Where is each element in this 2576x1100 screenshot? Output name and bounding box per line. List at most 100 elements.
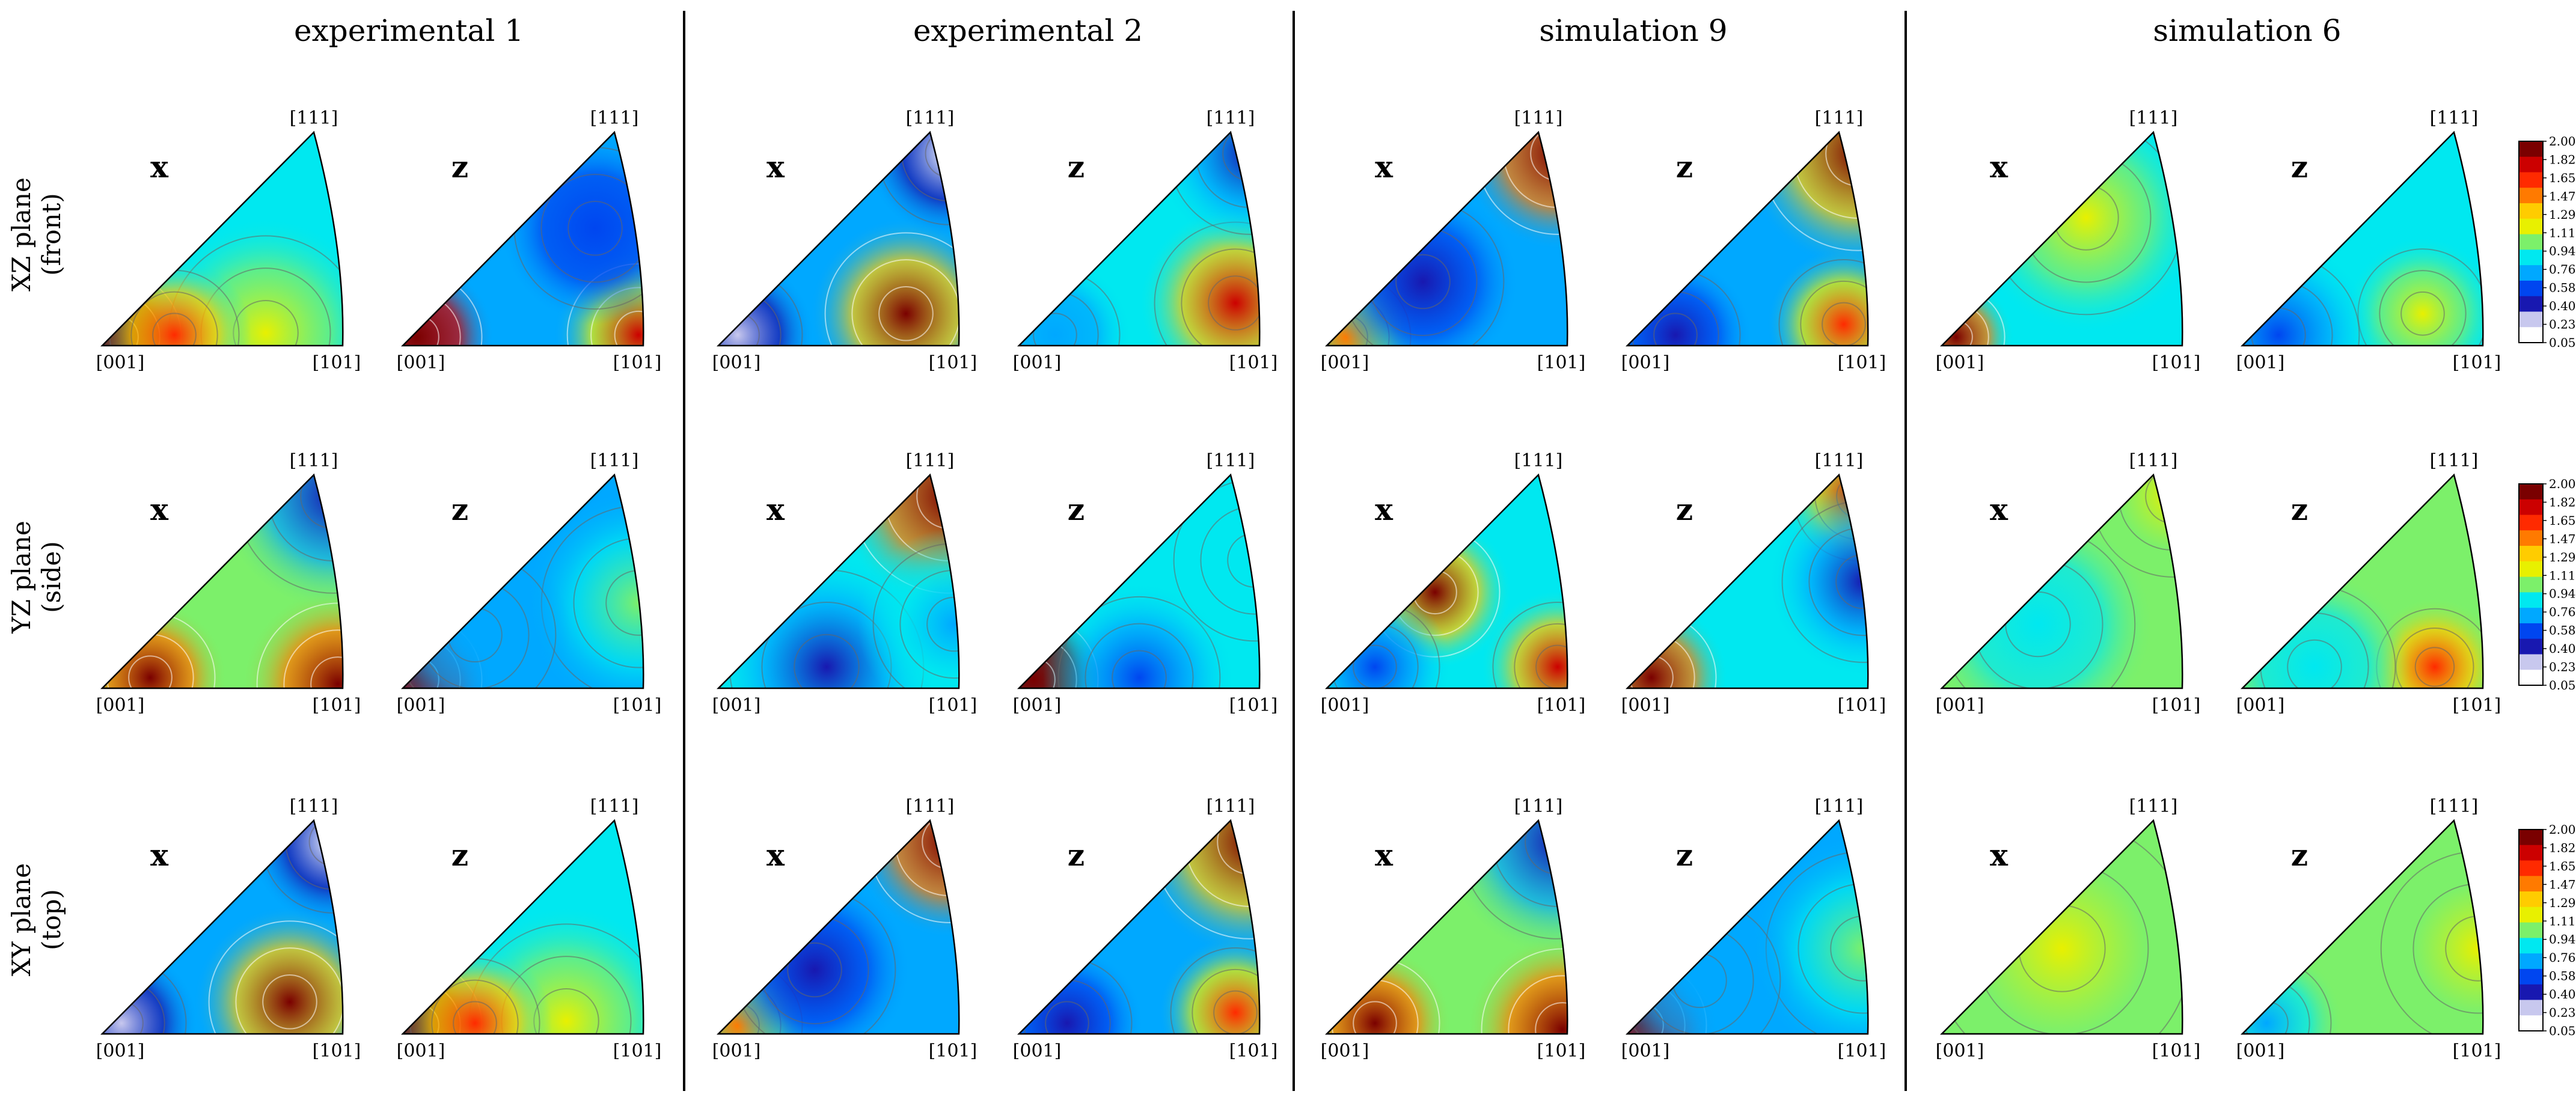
intensity-region xyxy=(1158,935,1260,1034)
corner-label-001: [001] xyxy=(1936,352,1984,373)
colorbar-swatch xyxy=(2519,1015,2543,1031)
colorbar-swatch xyxy=(2519,265,2543,281)
intensity-region xyxy=(1019,258,1132,346)
row-label-xz-plane: XZ plane xyxy=(7,177,36,292)
contour-line xyxy=(878,286,934,341)
corner-label-101: [101] xyxy=(613,1040,662,1062)
intensity-region xyxy=(1627,258,1752,346)
intensity-region xyxy=(102,946,198,1034)
colorbar-tick-label: 0.58 xyxy=(2549,623,2576,638)
pole-figure-panel: [111] [001] [101] x xyxy=(712,796,977,1062)
pole-figure-panel: [111] [001] [101] z xyxy=(1621,108,1886,373)
corner-label-001: [001] xyxy=(1013,695,1062,716)
corner-label-101: [101] xyxy=(313,1040,361,1062)
pole-figure-panel: [111] [001] [101] z xyxy=(1621,796,1886,1062)
colorbar-frame xyxy=(2518,829,2544,1031)
colorbar-swatch xyxy=(2519,280,2543,297)
colorbar-swatch xyxy=(2519,484,2543,500)
colorbar-swatch xyxy=(2519,984,2543,1001)
pole-figure-panel: [111] [001] [101] x xyxy=(1321,796,1586,1062)
contour-line xyxy=(851,259,959,346)
corner-label-101: [101] xyxy=(313,695,361,716)
corner-label-101: [101] xyxy=(1537,1040,1586,1062)
pole-figure-panel: [111] [001] [101] x xyxy=(96,450,361,716)
colorbar-swatch xyxy=(2519,530,2543,547)
intensity-region xyxy=(1139,207,1260,346)
contour-line xyxy=(1778,258,1868,346)
contour-line xyxy=(1514,623,1568,688)
corner-label-111: [111] xyxy=(2129,108,2178,129)
panel-axis-label: x xyxy=(1375,837,1394,873)
colorbar: 2.00 1.82 1.65 1.47 1.29 1.11 0.94 0.76 0.58 0.40… xyxy=(2518,134,2576,350)
colorbar-swatch xyxy=(2519,906,2543,923)
colorbar-tick-label: 1.47 xyxy=(2549,531,2576,546)
colorbar-swatch xyxy=(2519,156,2543,173)
panel-axis-label: x xyxy=(766,837,785,873)
corner-label-111: [111] xyxy=(1514,108,1563,129)
panel-axis-label: x xyxy=(766,149,785,185)
corner-label-001: [001] xyxy=(397,352,445,373)
colorbar-tick-label: 1.11 xyxy=(2549,225,2576,240)
corner-label-001: [001] xyxy=(2236,1040,2285,1062)
contour-line xyxy=(130,291,218,346)
colorbar-tick-label: 1.82 xyxy=(2549,495,2576,509)
pole-figure-panel: [111] [001] [101] x xyxy=(712,450,977,716)
colorbar-swatch xyxy=(2519,296,2543,313)
colorbar-swatch xyxy=(2519,311,2543,328)
colorbar-tick-label: 0.76 xyxy=(2549,605,2576,619)
contour-line xyxy=(1822,302,1866,346)
corner-label-111: [111] xyxy=(1815,450,1864,471)
colorbar-swatch xyxy=(2519,1000,2543,1016)
colorbar-swatch xyxy=(2519,499,2543,516)
intensity-region xyxy=(1019,946,1144,1034)
colorbar-swatch xyxy=(2519,249,2543,266)
corner-label-111: [111] xyxy=(590,450,639,471)
intensity-region xyxy=(2363,833,2483,1034)
corner-label-101: [101] xyxy=(1229,352,1278,373)
contour-line xyxy=(2379,270,2467,346)
colorbar-tick-label: 2.00 xyxy=(2549,822,2576,837)
triangle-outline xyxy=(1940,130,2183,347)
contour-line xyxy=(1192,968,1260,1034)
intensity-region xyxy=(1134,820,1260,958)
colorbar-swatch xyxy=(2519,234,2543,251)
contour-line xyxy=(568,200,623,256)
corner-label-001: [001] xyxy=(1321,695,1369,716)
colorbar-tick-label: 1.47 xyxy=(2549,189,2576,203)
intensity-region xyxy=(1327,590,1452,688)
triangle-outline xyxy=(717,130,960,347)
corner-label-001: [001] xyxy=(2236,352,2285,373)
intensity-region xyxy=(1767,247,1868,346)
intensity-region xyxy=(810,217,959,346)
pole-figure-panel: [111] [001] [101] x xyxy=(1321,450,1586,716)
intensity-region xyxy=(1971,132,2183,333)
contour-line xyxy=(235,947,343,1034)
contour-line xyxy=(1353,644,1397,688)
triangle-outline xyxy=(1325,473,1568,689)
triangle-outline xyxy=(1626,819,1869,1035)
intensity-region xyxy=(523,487,644,688)
corner-label-001: [001] xyxy=(397,1040,445,1062)
corner-label-101: [101] xyxy=(2453,695,2501,716)
corner-label-111: [111] xyxy=(2430,796,2479,817)
corner-label-101: [101] xyxy=(613,695,662,716)
colorbar: 2.00 1.82 1.65 1.47 1.29 1.11 0.94 0.76 0.58 0.40… xyxy=(2518,822,2576,1038)
contour-line xyxy=(787,942,842,998)
pole-figure-panel: [111] [001] [101] z xyxy=(2236,796,2501,1062)
corner-label-101: [101] xyxy=(313,352,361,373)
corner-label-101: [101] xyxy=(1838,695,1886,716)
contour-line xyxy=(1213,990,1258,1034)
triangle-outline xyxy=(1626,473,1869,689)
colorbar-tick-label: 1.11 xyxy=(2549,914,2576,928)
colorbar-tick-label: 1.82 xyxy=(2549,152,2576,167)
panel-axis-label: x xyxy=(1990,837,2008,873)
corner-label-101: [101] xyxy=(1537,695,1586,716)
pole-figure-panel: [111] [001] [101] z xyxy=(1013,796,1278,1062)
colorbar-tick-label: 0.23 xyxy=(2549,660,2576,674)
corner-label-101: [101] xyxy=(1229,695,1278,716)
intensity-region xyxy=(1327,185,1519,346)
panel-axis-label: x xyxy=(1375,149,1394,185)
pole-figure-panel: [111] [001] [101] z xyxy=(397,796,662,1062)
contour-line xyxy=(794,634,860,688)
pole-figure-panel: [111] [001] [101] z xyxy=(1013,450,1278,716)
